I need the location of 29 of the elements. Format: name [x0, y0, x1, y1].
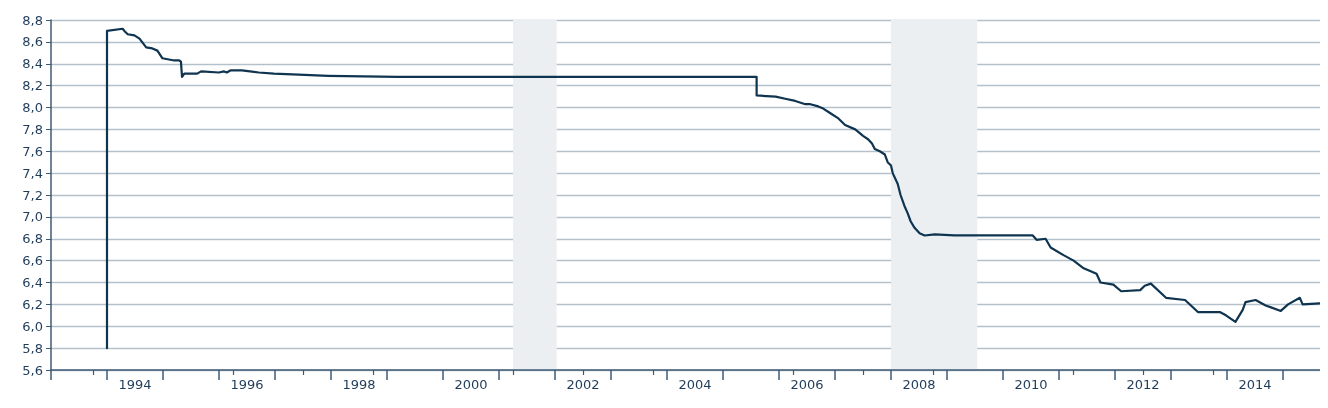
x-tick-label: 2004 — [678, 377, 712, 392]
x-tick-label: 1998 — [342, 377, 376, 392]
y-tick-label: 5,6 — [22, 362, 43, 378]
x-tick-label: 2008 — [902, 377, 936, 392]
y-tick-label: 7,8 — [22, 121, 43, 137]
y-tick-label: 8,6 — [22, 34, 43, 50]
x-tick-label: 2014 — [1238, 377, 1272, 392]
y-tick-label: 6,6 — [22, 253, 43, 269]
x-tick-label: 1996 — [230, 377, 264, 392]
x-tick-label: 1994 — [118, 377, 152, 392]
y-tick-label: 7,2 — [22, 187, 43, 203]
x-tick-label: 2012 — [1126, 377, 1160, 392]
x-tick-label: 2000 — [454, 377, 488, 392]
y-tick-label: 6,2 — [22, 296, 43, 312]
y-tick-label: 8,2 — [22, 78, 43, 94]
x-tick-label: 2002 — [566, 377, 600, 392]
y-tick-label: 7,4 — [22, 165, 43, 181]
x-tick-label: 2010 — [1014, 377, 1048, 392]
y-tick-label: 6,8 — [22, 231, 43, 247]
y-tick-label: 8,0 — [22, 100, 43, 115]
x-tick-label: 2006 — [790, 377, 824, 392]
y-tick-label: 8,8 — [22, 12, 43, 28]
y-tick-label: 8,4 — [22, 56, 43, 72]
y-tick-label: 6,0 — [22, 318, 43, 334]
y-tick-label: 5,8 — [22, 340, 43, 356]
y-tick-label: 7,0 — [22, 209, 43, 225]
line-series — [105, 27, 1320, 350]
y-tick-label: 7,6 — [22, 143, 43, 159]
y-tick-label: 6,4 — [22, 275, 43, 290]
